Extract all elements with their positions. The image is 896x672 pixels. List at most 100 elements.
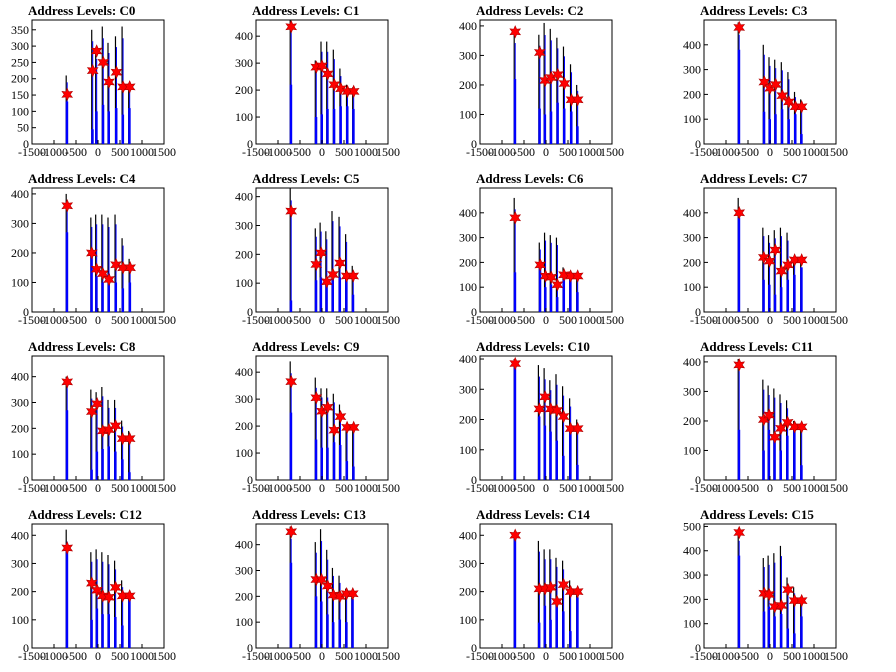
x-tick-label: 500 bbox=[559, 145, 577, 159]
peak-marker bbox=[85, 404, 98, 419]
peak-marker bbox=[61, 87, 74, 102]
peak-marker bbox=[109, 580, 122, 595]
chart-panel: Address Levels: C6 0 100 200 300 400 -1500 -100… bbox=[448, 168, 672, 336]
x-tick-label: 0 bbox=[95, 481, 101, 495]
y-tick-label: 300 bbox=[11, 556, 29, 570]
x-tick-label: 1500 bbox=[600, 145, 624, 159]
peak-marker bbox=[96, 266, 109, 281]
x-tick-label: 1000 bbox=[130, 313, 154, 327]
chart-title: Address Levels: C15 bbox=[700, 507, 814, 522]
x-tick-label: -1500 bbox=[466, 481, 494, 495]
x-tick-label: 1000 bbox=[354, 481, 378, 495]
y-tick-label: 200 bbox=[683, 255, 701, 269]
x-tick-label: 1500 bbox=[152, 481, 176, 495]
chart-panel: Address Levels: C12 0 100 200 300 400 -1500 -10… bbox=[0, 504, 224, 672]
peak-marker bbox=[776, 88, 789, 103]
x-tick-label: 1000 bbox=[802, 649, 826, 663]
x-tick-label: 1000 bbox=[130, 145, 154, 159]
chart-title: Address Levels: C8 bbox=[28, 339, 136, 354]
peak-marker bbox=[347, 84, 360, 99]
x-tick-label: 1000 bbox=[578, 145, 602, 159]
x-tick-label: -1500 bbox=[466, 649, 494, 663]
chart-title: Address Levels: C3 bbox=[700, 3, 808, 18]
x-tick-label: 500 bbox=[111, 481, 129, 495]
chart-svg: Address Levels: C11 0 100 200 300 400 -1500-10… bbox=[683, 339, 848, 495]
chart-title: Address Levels: C9 bbox=[252, 339, 360, 354]
x-tick-label: -1000 bbox=[264, 481, 292, 495]
peak-marker bbox=[123, 431, 136, 446]
peak-marker bbox=[788, 420, 801, 434]
x-tick-label: -500 bbox=[513, 313, 535, 327]
x-tick-label: 500 bbox=[783, 481, 801, 495]
x-tick-label: -1500 bbox=[18, 145, 46, 159]
peak-marker bbox=[110, 65, 123, 79]
x-tick-label: 1000 bbox=[578, 313, 602, 327]
y-tick-label: 300 bbox=[683, 568, 701, 582]
y-tick-label: 200 bbox=[11, 246, 29, 260]
x-tick-label: -500 bbox=[737, 145, 759, 159]
peak-marker bbox=[763, 254, 776, 268]
x-tick-label: -1500 bbox=[242, 313, 270, 327]
y-tick-label: 100 bbox=[11, 447, 29, 461]
peak-marker bbox=[564, 269, 577, 283]
x-tick-label: -500 bbox=[65, 313, 87, 327]
peak-marker bbox=[103, 272, 115, 287]
chart-title: Address Levels: C10 bbox=[476, 339, 590, 354]
y-tick-label: 400 bbox=[459, 352, 477, 366]
chart-svg: Address Levels: C14 0 100 200 300 400 -1500-10… bbox=[459, 507, 624, 663]
peak-marker bbox=[328, 77, 341, 92]
x-tick-label: -500 bbox=[737, 481, 759, 495]
x-tick-label: 0 bbox=[95, 649, 101, 663]
peak-marker bbox=[564, 421, 577, 436]
chart-panel: Address Levels: C4 0 100 200 300 400 -1500 -100… bbox=[0, 168, 224, 336]
peak-marker bbox=[346, 587, 359, 601]
x-tick-label: 1500 bbox=[824, 649, 848, 663]
x-tick-label: -1500 bbox=[242, 481, 270, 495]
peak-marker bbox=[557, 577, 570, 592]
y-tick-label: 100 bbox=[459, 443, 477, 457]
y-tick-label: 100 bbox=[11, 104, 29, 118]
y-tick-label: 0 bbox=[247, 305, 253, 319]
peak-marker bbox=[558, 76, 571, 91]
peak-marker bbox=[795, 100, 808, 114]
peak-marker bbox=[763, 408, 775, 422]
chart-title: Address Levels: C13 bbox=[252, 507, 366, 522]
x-tick-label: -500 bbox=[513, 649, 535, 663]
peak-marker bbox=[795, 593, 808, 608]
peak-marker bbox=[91, 583, 103, 597]
peak-marker bbox=[758, 75, 771, 89]
peak-marker bbox=[321, 400, 334, 414]
y-tick-label: 200 bbox=[11, 585, 29, 599]
y-tick-label: 400 bbox=[235, 190, 253, 204]
peak-marker bbox=[321, 579, 334, 593]
x-tick-label: -1500 bbox=[690, 145, 718, 159]
x-tick-label: 0 bbox=[319, 649, 325, 663]
y-tick-label: 400 bbox=[683, 38, 701, 52]
peak-marker bbox=[533, 402, 546, 416]
y-tick-label: 300 bbox=[235, 564, 253, 578]
peak-marker bbox=[327, 267, 339, 282]
y-tick-label: 50 bbox=[17, 121, 29, 135]
peak-marker bbox=[571, 421, 584, 436]
peak-marker bbox=[123, 589, 136, 603]
x-tick-label: -1500 bbox=[466, 145, 494, 159]
peak-marker bbox=[310, 391, 323, 405]
peak-marker bbox=[733, 20, 746, 35]
y-tick-label: 400 bbox=[683, 355, 701, 369]
x-tick-label: -500 bbox=[513, 145, 535, 159]
peak-marker bbox=[61, 541, 74, 555]
chart-panel: Address Levels: C15 0 100 200 300 400 500 -1500… bbox=[672, 504, 896, 672]
x-tick-label: -500 bbox=[65, 649, 87, 663]
x-tick-label: 500 bbox=[111, 313, 129, 327]
x-tick-label: -1000 bbox=[488, 481, 516, 495]
y-tick-label: 250 bbox=[11, 55, 29, 69]
y-tick-label: 300 bbox=[235, 218, 253, 232]
x-tick-label: 1500 bbox=[600, 481, 624, 495]
peak-marker bbox=[564, 584, 577, 599]
y-tick-label: 0 bbox=[695, 473, 701, 487]
x-tick-label: 500 bbox=[335, 481, 353, 495]
chart-panel: Address Levels: C5 0 100 200 300 400 -1500 -100… bbox=[224, 168, 448, 336]
x-tick-label: 1500 bbox=[600, 313, 624, 327]
y-tick-label: 300 bbox=[683, 384, 701, 398]
x-tick-label: 1000 bbox=[130, 649, 154, 663]
